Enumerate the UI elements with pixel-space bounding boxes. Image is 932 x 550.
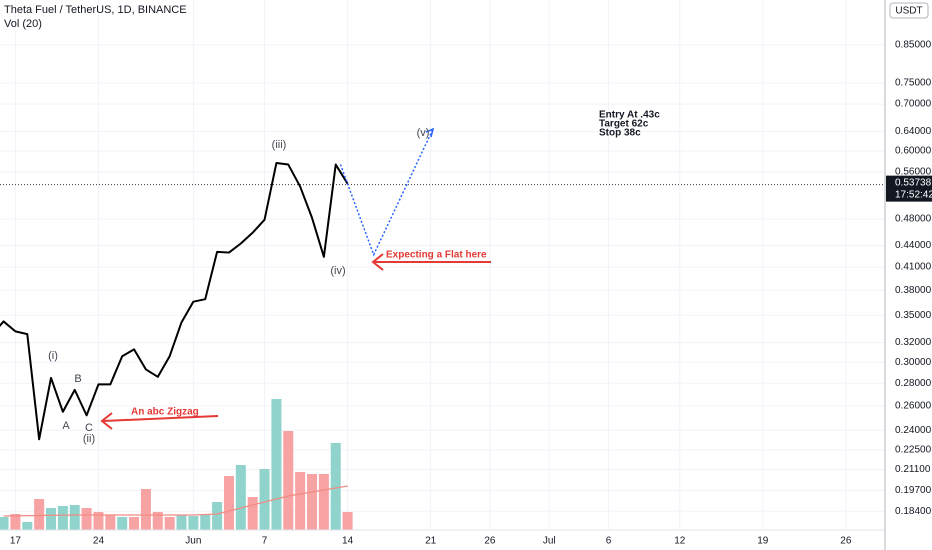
y-tick-label: 0.75000 bbox=[895, 78, 932, 89]
y-tick-label: 0.30000 bbox=[895, 357, 932, 368]
wave-label: (v) bbox=[417, 127, 430, 139]
volume-bar bbox=[330, 443, 341, 530]
x-tick-label: 26 bbox=[840, 536, 852, 547]
x-tick-label: 24 bbox=[93, 536, 105, 547]
volume-bar bbox=[129, 517, 140, 530]
countdown: 17:52:42 bbox=[895, 189, 932, 200]
y-tick-label: 0.64000 bbox=[895, 126, 932, 137]
volume-bar bbox=[271, 399, 282, 530]
currency-box[interactable] bbox=[889, 2, 929, 19]
volume-bar bbox=[105, 515, 116, 530]
volume-bar bbox=[235, 465, 246, 530]
y-tick-label: 0.38000 bbox=[895, 285, 932, 296]
volume-bar bbox=[295, 472, 306, 530]
volume-bar bbox=[318, 474, 329, 530]
y-tick-label: 0.85000 bbox=[895, 40, 932, 51]
volume-bar bbox=[117, 517, 128, 530]
wave-label: B bbox=[74, 373, 81, 385]
annotation: An abc Zigzag bbox=[131, 407, 199, 418]
wave-label: (iii) bbox=[272, 139, 287, 151]
x-tick-label: 14 bbox=[342, 536, 354, 547]
annotation: Expecting a Flat here bbox=[386, 250, 487, 261]
volume-bar bbox=[46, 508, 57, 530]
x-tick-label: 21 bbox=[425, 536, 437, 547]
x-tick-label: 7 bbox=[262, 536, 268, 547]
x-tick-label: Jul bbox=[543, 536, 556, 547]
volume-bar bbox=[342, 512, 353, 530]
x-tick-label: 6 bbox=[606, 536, 612, 547]
y-tick-label: 0.48000 bbox=[895, 214, 932, 225]
wave-label: (i) bbox=[48, 350, 58, 362]
chart-title: Theta Fuel / TetherUS, 1D, BINANCE bbox=[4, 4, 187, 16]
note: Stop 38c bbox=[599, 128, 641, 139]
y-tick-label: 0.19700 bbox=[895, 485, 932, 496]
price-line bbox=[0, 161, 349, 441]
volume-bar bbox=[81, 508, 92, 530]
volume-bar bbox=[164, 517, 175, 530]
volume-ma bbox=[3, 485, 348, 517]
wave-label: (ii) bbox=[83, 433, 95, 445]
y-tick-label: 0.60000 bbox=[895, 146, 932, 157]
note: Entry At .43c bbox=[599, 110, 660, 121]
volume-bar bbox=[34, 499, 45, 530]
volume-bar bbox=[140, 489, 151, 530]
volume-bar bbox=[247, 497, 258, 530]
indicator-label: Vol (20) bbox=[4, 18, 42, 30]
volume-bar bbox=[259, 469, 270, 530]
y-tick-label: 0.28000 bbox=[895, 378, 932, 389]
volume-bar bbox=[223, 476, 234, 530]
y-tick-label: 0.70000 bbox=[895, 99, 932, 110]
y-tick-label: 0.24000 bbox=[895, 425, 932, 436]
y-tick-label: 0.35000 bbox=[895, 310, 932, 321]
volume-bar bbox=[200, 514, 211, 530]
volume-bar bbox=[152, 512, 163, 530]
y-tick-label: 0.18400 bbox=[895, 506, 932, 517]
y-tick-label: 0.32000 bbox=[895, 337, 932, 348]
projection-arrow bbox=[425, 127, 435, 138]
volume-bar bbox=[212, 502, 223, 530]
projection-line bbox=[339, 128, 434, 257]
last-price-box bbox=[886, 175, 932, 202]
volume-bar bbox=[188, 516, 199, 530]
y-tick-label: 0.44000 bbox=[895, 240, 932, 251]
note: Target 62c bbox=[599, 119, 649, 130]
volume-bar bbox=[22, 522, 33, 530]
y-tick-label: 0.26000 bbox=[895, 401, 932, 412]
volume-bar bbox=[307, 474, 318, 530]
volume-bar bbox=[176, 515, 187, 530]
wave-label: (iv) bbox=[330, 265, 345, 277]
volume-bar bbox=[93, 512, 104, 530]
volume-bar bbox=[10, 514, 21, 530]
y-tick-label: 0.56000 bbox=[895, 167, 932, 178]
volume-bar bbox=[57, 506, 68, 530]
volume-bar bbox=[69, 505, 80, 530]
volume-bar bbox=[283, 431, 294, 530]
last-price-label: 0.53738 bbox=[895, 177, 932, 188]
y-tick-label: 0.21100 bbox=[895, 464, 931, 475]
y-tick-label: 0.22500 bbox=[895, 445, 932, 456]
x-tick-label: 26 bbox=[484, 536, 496, 547]
x-tick-label: 12 bbox=[674, 536, 686, 547]
x-tick-label: Jun bbox=[185, 536, 201, 547]
currency: USDT bbox=[895, 6, 922, 17]
x-tick-label: 17 bbox=[10, 536, 22, 547]
arrow bbox=[100, 253, 491, 430]
wave-label: C bbox=[85, 422, 93, 434]
volume-bar bbox=[0, 517, 9, 530]
wave-label: A bbox=[62, 420, 70, 432]
y-tick-label: 0.41000 bbox=[895, 262, 932, 273]
x-tick-label: 19 bbox=[757, 536, 769, 547]
